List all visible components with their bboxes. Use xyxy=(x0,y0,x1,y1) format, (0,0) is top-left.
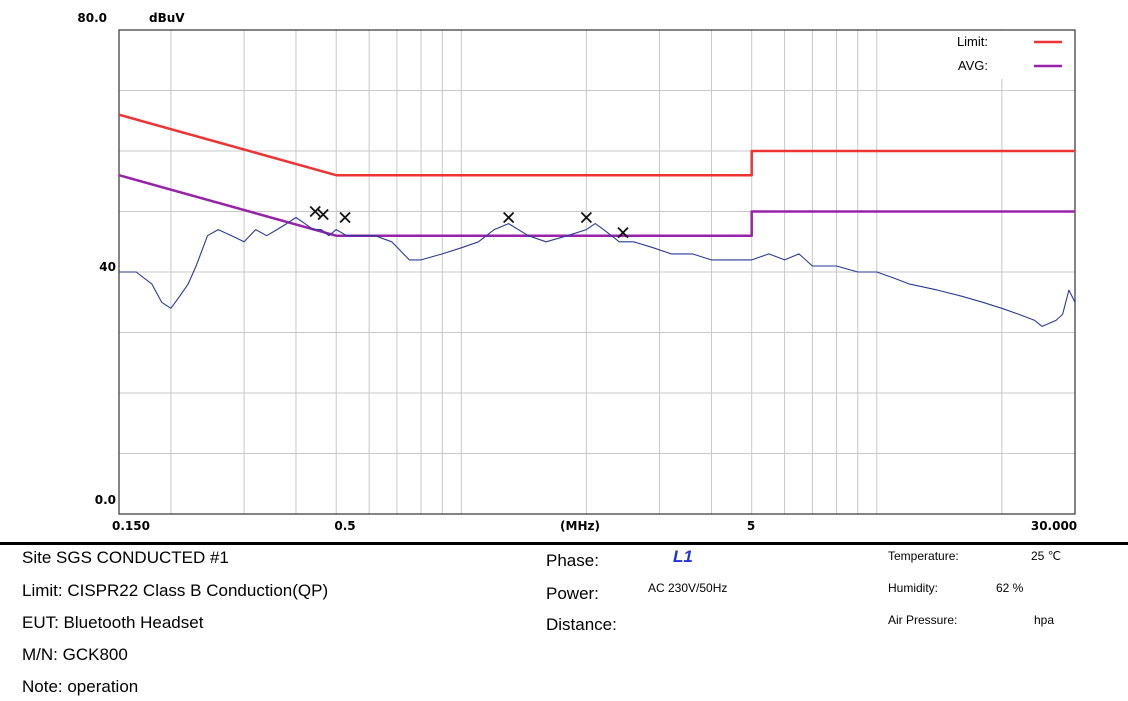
phase-value: L1 xyxy=(673,547,693,567)
emission-chart: 80.0 dBuV 40 0.0 0.150 0.5 (MHz) 5 30.00… xyxy=(0,0,1128,545)
legend-avg-label: AVG: xyxy=(958,58,988,73)
temperature-value: 25 ℃ xyxy=(1031,549,1061,563)
chart-grid xyxy=(119,30,1075,514)
air-pressure-value: hpa xyxy=(1034,613,1054,627)
limit-line xyxy=(119,115,1075,176)
y-tick-label-mid: 40 xyxy=(99,260,116,274)
distance-label: Distance: xyxy=(546,615,617,635)
legend-limit-label: Limit: xyxy=(957,34,988,49)
x-tick-label-5: 5 xyxy=(747,519,755,533)
peak-marker-x xyxy=(340,213,350,223)
eut-text: EUT: Bluetooth Headset xyxy=(22,613,203,633)
humidity-value: 62 % xyxy=(996,581,1023,595)
air-pressure-label: Air Pressure: xyxy=(888,613,957,627)
power-label: Power: xyxy=(546,584,599,604)
limit-text: Limit: CISPR22 Class B Conduction(QP) xyxy=(22,581,328,601)
note-text: Note: operation xyxy=(22,677,138,697)
phase-label: Phase: xyxy=(546,551,599,571)
y-tick-label-max: 80.0 xyxy=(77,11,107,25)
peak-marker-x xyxy=(504,213,514,223)
temperature-label: Temperature: xyxy=(888,549,959,563)
chart-series xyxy=(119,115,1075,327)
chart-legend: Limit: AVG: xyxy=(929,31,1074,79)
legend-background xyxy=(929,31,1074,79)
humidity-label: Humidity: xyxy=(888,581,938,595)
x-tick-label-start: 0.150 xyxy=(112,519,150,533)
y-unit-label: dBuV xyxy=(149,11,185,25)
x-unit-label: (MHz) xyxy=(560,519,600,533)
site-text: Site SGS CONDUCTED #1 xyxy=(22,548,229,568)
x-tick-label-0-5: 0.5 xyxy=(334,519,355,533)
y-tick-label-min: 0.0 xyxy=(95,493,116,507)
model-number-text: M/N: GCK800 xyxy=(22,645,128,665)
x-tick-label-end: 30.000 xyxy=(1031,519,1077,533)
power-value: AC 230V/50Hz xyxy=(648,581,727,595)
avg-limit-line xyxy=(119,175,1075,236)
section-divider xyxy=(0,542,1128,545)
